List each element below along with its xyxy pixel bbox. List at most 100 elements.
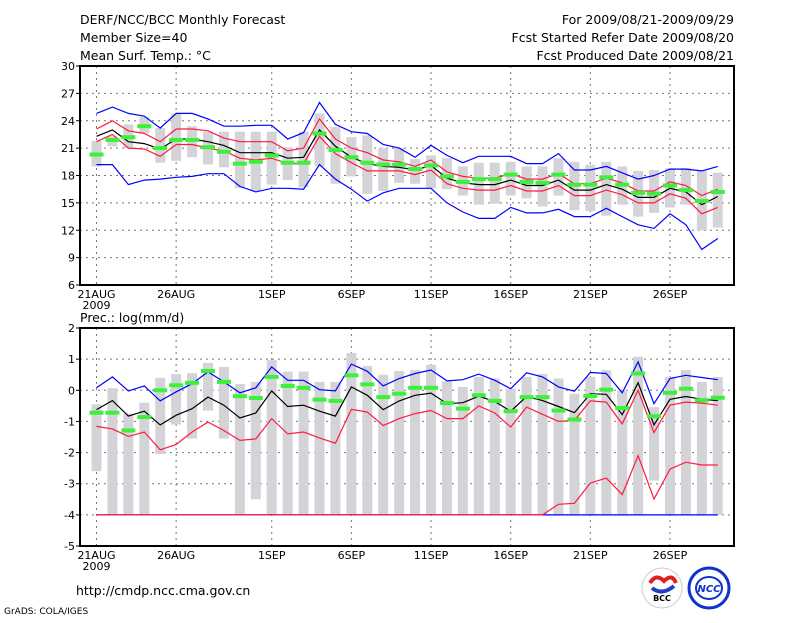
y-tick-label: 15 (61, 197, 75, 210)
range-bar (378, 148, 389, 192)
obs-marker (169, 383, 184, 388)
y-tick-label: 6 (68, 279, 75, 292)
obs-marker (232, 394, 247, 399)
range-bar (410, 370, 421, 515)
obs-marker (599, 175, 614, 180)
range-bar (473, 376, 484, 515)
obs-marker (487, 177, 502, 182)
range-bar (330, 127, 341, 184)
y-tick-label: 27 (61, 87, 75, 100)
obs-marker (153, 146, 168, 151)
obs-marker (662, 183, 677, 188)
series-lower-line (96, 454, 718, 516)
obs-marker (455, 406, 470, 411)
obs-marker (392, 391, 407, 396)
obs-marker (216, 379, 231, 384)
obs-marker (439, 174, 454, 179)
obs-marker (567, 417, 582, 422)
obs-marker (471, 177, 486, 182)
obs-marker (344, 373, 359, 378)
y-tick-label: -5 (64, 540, 75, 553)
obs-marker (551, 408, 566, 413)
x-tick-label: 16SEP (493, 288, 528, 301)
obs-marker (392, 162, 407, 167)
x-tick-label: 1SEP (258, 288, 286, 301)
obs-marker (567, 182, 582, 187)
range-bar (521, 376, 532, 515)
range-bar (187, 373, 198, 439)
series-lower-line (96, 133, 719, 215)
range-bar (171, 374, 182, 425)
temperature-chart: 6 9 12 15 18 21 24 27 30 21AUG 26AUG 1SEP 6SEP 11SEP 1… (61, 60, 735, 312)
range-bar (712, 376, 723, 515)
y-tick-label: -1 (64, 415, 75, 428)
obs-marker (631, 190, 646, 195)
obs-marker (678, 188, 693, 193)
obs-marker (424, 163, 439, 168)
range-bar (298, 371, 309, 515)
member-size: Member Size=40 (80, 30, 187, 45)
obs-marker (551, 172, 566, 177)
obs-marker (121, 135, 136, 140)
x-tick-label: 21AUG (77, 288, 115, 301)
range-bar (218, 366, 229, 439)
produced-date: Fcst Produced Date 2009/08/21 (536, 48, 734, 63)
obs-marker (105, 410, 120, 415)
x-tick-label: 1SEP (258, 549, 286, 562)
obs-marker (296, 160, 311, 165)
range-bar (585, 376, 596, 515)
range-bar (107, 388, 118, 515)
obs-marker (296, 385, 311, 390)
range-bar (139, 402, 150, 515)
x-tick-label: 6SEP (338, 288, 366, 301)
obs-marker (280, 160, 295, 165)
bcc-logo: BCC (641, 567, 683, 609)
ncc-logo: NCC (687, 566, 731, 610)
obs-marker (232, 161, 247, 166)
series-min-line (96, 163, 719, 251)
precip-chart: -5 -4 -3 -2 -1 0 1 2 21AUG 26AUG 1SEP 6SEP 11SEP 16SE… (64, 322, 735, 573)
obs-marker (455, 179, 470, 184)
obs-marker (312, 397, 327, 402)
series-max-line (96, 360, 718, 406)
range-bar (553, 158, 564, 196)
range-bar (426, 155, 437, 189)
range-bar (314, 381, 325, 515)
y-tick-label: 30 (61, 60, 75, 73)
obs-marker (710, 395, 725, 400)
precip-label: Prec.: log(mm/d) (80, 310, 184, 325)
year-label: 2009 (83, 299, 111, 312)
x-tick-label: 26SEP (653, 549, 688, 562)
obs-marker (647, 414, 662, 419)
x-tick-label: 26SEP (653, 288, 688, 301)
y-tick-label: 18 (61, 170, 75, 183)
obs-marker (344, 155, 359, 160)
plot-frame (79, 65, 735, 286)
obs-marker (599, 387, 614, 392)
obs-marker (153, 388, 168, 393)
obs-marker (169, 137, 184, 142)
x-tick-label: 26AUG (157, 288, 195, 301)
range-bar (617, 390, 628, 515)
range-bar (457, 386, 468, 515)
obs-marker (710, 189, 725, 194)
obs-marker (583, 393, 598, 398)
range-bar (218, 131, 229, 168)
obs-marker (280, 383, 295, 388)
x-tick-label: 11SEP (414, 288, 449, 301)
x-tick-label: 26AUG (157, 549, 195, 562)
x-tick-label: 6SEP (338, 549, 366, 562)
obs-marker (678, 386, 693, 391)
range-bar (537, 374, 548, 515)
website-url[interactable]: http://cmdp.ncc.cma.gov.cn (76, 583, 250, 598)
range-bar (664, 376, 675, 515)
obs-marker (503, 172, 518, 177)
grads-credit: GrADS: COLA/IGES (4, 607, 88, 617)
obs-marker (137, 124, 152, 129)
obs-marker (137, 415, 152, 420)
range-bar (234, 131, 245, 189)
obs-marker (662, 390, 677, 395)
range-bar (473, 162, 484, 205)
range-bar (250, 381, 261, 500)
range-bar (441, 381, 452, 515)
